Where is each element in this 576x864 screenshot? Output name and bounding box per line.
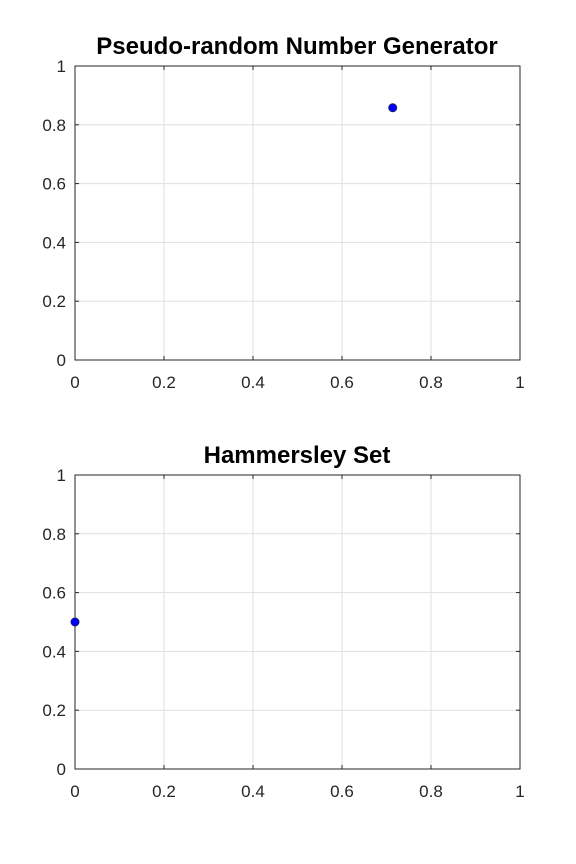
y-tick-label: 0.6	[42, 175, 66, 194]
x-tick-label: 0	[70, 373, 79, 392]
x-tick-label: 0.4	[241, 373, 265, 392]
chart-hammersley: Hammersley Set 0 0.2 0.4 0.6 0.8 1 0 0.2 0.4 0.6 0…	[42, 442, 524, 801]
x-tick-label: 0.8	[419, 373, 443, 392]
y-tick-label: 0.6	[42, 584, 66, 603]
chart-title: Pseudo-random Number Generator	[96, 33, 497, 60]
axes-frame	[74, 65, 521, 361]
chart-pseudo-random: Pseudo-random Number Generator 0 0.2 0.4 0.…	[42, 33, 524, 392]
y-tick-label: 0.4	[42, 233, 66, 252]
data-point	[388, 103, 398, 113]
y-tick-label: 0.8	[42, 116, 66, 135]
y-tick-label: 0	[57, 760, 66, 779]
x-tick-label: 0.4	[241, 782, 265, 801]
y-tick-label: 0.2	[42, 292, 66, 311]
chart-title: Hammersley Set	[204, 442, 391, 469]
x-tick-label: 1	[515, 782, 524, 801]
y-tick-label: 0.8	[42, 525, 66, 544]
x-tick-label: 0.6	[330, 373, 354, 392]
y-tick-label: 1	[57, 466, 66, 485]
x-tick-label: 0.8	[419, 782, 443, 801]
axes-frame	[74, 474, 521, 770]
data-point	[70, 617, 80, 627]
x-tick-label: 0.6	[330, 782, 354, 801]
y-tick-label: 0	[57, 351, 66, 370]
y-tick-label: 1	[57, 57, 66, 76]
x-tick-label: 0.2	[152, 373, 176, 392]
x-tick-label: 0.2	[152, 782, 176, 801]
x-tick-label: 0	[70, 782, 79, 801]
x-tick-label: 1	[515, 373, 524, 392]
y-tick-label: 0.4	[42, 642, 66, 661]
y-tick-label: 0.2	[42, 701, 66, 720]
